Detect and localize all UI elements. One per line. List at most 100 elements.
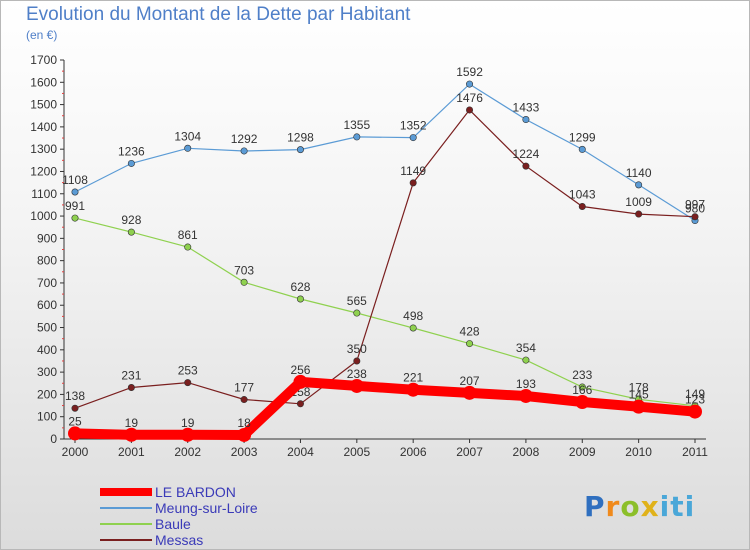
x-tick-label: 2007 <box>456 445 483 459</box>
data-label: 565 <box>347 294 367 308</box>
data-point <box>578 145 586 153</box>
data-label: 1476 <box>456 91 483 105</box>
data-label: 991 <box>65 199 85 213</box>
data-label: 178 <box>629 380 649 394</box>
x-tick-label: 2011 <box>682 445 708 459</box>
data-point <box>71 404 79 412</box>
data-point <box>578 383 586 391</box>
data-label: 1299 <box>569 130 596 144</box>
data-point <box>184 379 192 387</box>
data-label: 253 <box>178 364 198 378</box>
data-label: 1355 <box>343 118 370 132</box>
series-line-meung-sur-loire <box>74 83 696 222</box>
y-tick-label: 1300 <box>30 142 57 156</box>
data-label: 1224 <box>513 147 540 161</box>
legend-label: Meung-sur-Loire <box>155 500 258 516</box>
data-point <box>466 340 474 348</box>
x-tick-label: 2000 <box>62 445 89 459</box>
y-tick-label: 0 <box>50 432 57 446</box>
y-tick-label: 100 <box>37 410 57 424</box>
data-label: 231 <box>121 369 141 383</box>
data-label: 1149 <box>400 164 426 178</box>
data-point <box>522 162 530 170</box>
data-label: 428 <box>460 325 480 339</box>
data-point <box>631 399 646 414</box>
data-point <box>349 378 364 393</box>
data-point <box>237 427 252 442</box>
data-point <box>522 356 530 364</box>
data-point <box>240 396 248 404</box>
x-tick-label: 2010 <box>625 445 652 459</box>
data-label: 997 <box>685 198 705 212</box>
data-point <box>68 426 82 441</box>
data-point <box>688 404 702 419</box>
x-tick-label: 2002 <box>174 445 201 459</box>
legend-swatch-le-bardon <box>100 488 152 496</box>
data-label: 1043 <box>569 187 596 201</box>
data-point <box>353 357 361 365</box>
data-label: 350 <box>347 342 367 356</box>
data-label: 1592 <box>456 65 483 79</box>
data-label: 233 <box>572 368 592 382</box>
data-label: 149 <box>685 387 705 401</box>
x-tick-label: 2008 <box>513 445 540 459</box>
data-point <box>518 388 533 403</box>
chart-subtitle: (en €) <box>26 28 58 42</box>
y-tick-label: 300 <box>37 365 57 379</box>
data-point <box>240 147 248 155</box>
y-tick-label: 1200 <box>30 164 57 178</box>
data-point <box>127 228 135 236</box>
data-point <box>406 382 421 397</box>
data-point <box>71 214 79 222</box>
x-tick-label: 2006 <box>400 445 427 459</box>
data-point <box>240 278 248 286</box>
data-label: 19 <box>125 416 139 430</box>
x-tick-label: 2001 <box>118 445 145 459</box>
data-label: 145 <box>629 388 649 402</box>
y-tick-label: 700 <box>37 276 57 290</box>
legend-label: LE BARDON <box>155 484 236 500</box>
y-tick-label: 1000 <box>30 209 57 223</box>
data-label: 193 <box>516 377 536 391</box>
y-tick-label: 600 <box>37 298 57 312</box>
data-point <box>127 384 135 392</box>
data-point <box>466 80 474 88</box>
data-label: 19 <box>181 416 195 430</box>
data-label: 177 <box>234 381 254 395</box>
data-point <box>296 400 304 408</box>
data-point <box>409 134 417 142</box>
data-label: 1009 <box>625 195 652 209</box>
data-label: 1140 <box>626 166 652 180</box>
data-label: 1236 <box>118 144 145 158</box>
legend-swatch-messas <box>100 539 152 541</box>
x-tick-label: 2009 <box>569 445 596 459</box>
data-label: 354 <box>516 341 536 355</box>
data-point <box>466 106 474 114</box>
series-line-le-bardon <box>70 376 700 440</box>
legend-swatch-meung-sur-loire <box>100 507 152 509</box>
data-label: 166 <box>572 383 592 397</box>
data-point <box>180 427 195 442</box>
y-tick-label: 900 <box>37 231 57 245</box>
data-point <box>635 181 643 189</box>
legend-label: Baule <box>155 516 191 532</box>
data-point <box>635 210 643 218</box>
data-point <box>522 116 530 124</box>
data-label: 238 <box>347 367 367 381</box>
data-label: 861 <box>178 228 198 242</box>
y-tick-label: 200 <box>37 387 57 401</box>
data-point <box>124 427 139 442</box>
y-tick-label: 1500 <box>30 98 57 112</box>
data-label: 928 <box>121 213 141 227</box>
data-point <box>575 394 590 409</box>
data-label: 138 <box>65 389 85 403</box>
data-point <box>293 374 308 389</box>
data-point <box>409 179 417 187</box>
x-tick-label: 2003 <box>231 445 258 459</box>
y-tick-label: 1600 <box>30 75 57 89</box>
series-line-messas <box>74 108 696 409</box>
data-point <box>184 243 192 251</box>
data-point <box>578 202 586 210</box>
